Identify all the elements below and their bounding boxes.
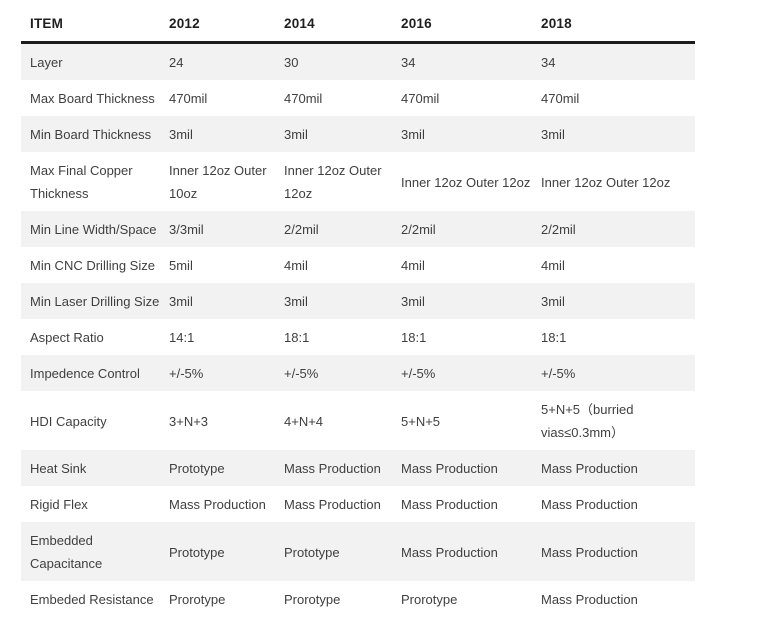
value-cell: Inner 12oz Outer 12oz [401,174,531,190]
value-cell: Prototype [169,461,225,476]
value-cell: 18:1 [284,330,310,345]
item-cell: HDI Capacity [30,413,107,429]
column-header-year: 2016 [398,8,538,44]
value-cell: 18:1 [401,330,427,345]
value-cell: 4+N+4 [284,413,324,429]
value-cell: 2/2mil [284,222,319,237]
item-cell: Embeded Resistance [30,592,154,607]
value-cell: 4mil [541,258,565,273]
table-row: Aspect Ratio 14:1 18:1 18:1 18:1 [21,319,695,355]
item-cell: Min Board Thickness [30,127,152,142]
value-cell: 470mil [401,91,440,106]
value-cell: Mass Production [541,592,638,607]
value-cell: 34 [401,55,416,70]
value-cell: 3mil [284,294,308,309]
table-header: ITEM 2012 2014 2016 2018 [21,8,695,44]
value-cell: 470mil [169,91,208,106]
value-cell: 3/3mil [169,222,204,237]
table-row: Min Board Thickness 3mil 3mil 3mil 3mil [21,116,695,152]
item-cell: Embedded Capacitance [30,533,103,571]
value-cell: 2/2mil [541,222,576,237]
value-cell: 24 [169,55,184,70]
value-cell: 5mil [169,258,193,273]
column-header-year: 2018 [538,8,695,44]
value-cell: 3mil [541,294,565,309]
value-cell: 3mil [169,127,193,142]
table-row: Min Line Width/Space 3/3mil 2/2mil 2/2mil 2/… [21,211,695,247]
value-cell: 34 [541,55,556,70]
value-cell: 3+N+3 [169,413,209,429]
table-row: Max Board Thickness 470mil 470mil 470mil 470… [21,80,695,116]
pcb-capability-table: ITEM 2012 2014 2016 2018 Layer 24 30 34 34 Max Bo… [21,8,695,617]
value-cell: Inner 12oz Outer 12oz [541,174,671,190]
value-cell: 14:1 [169,330,195,345]
value-cell: 3mil [401,294,425,309]
value-cell: Prototype [169,544,225,560]
value-cell: +/-5% [169,366,204,381]
column-header-year: 2014 [281,8,398,44]
value-cell: Mass Production [541,544,638,560]
table-row: Heat Sink Prototype Mass Production Mass Pr… [21,450,695,486]
value-cell: 3mil [284,127,308,142]
value-cell: Mass Production [284,497,381,512]
value-cell: Inner 12oz Outer 10oz [169,163,267,201]
value-cell: Mass Production [401,497,498,512]
value-cell: Prototype [284,544,340,560]
value-cell: Mass Production [284,461,381,476]
table-row: Embeded Resistance Prorotype Prorotype Pror… [21,581,695,617]
table-header-row: ITEM 2012 2014 2016 2018 [21,8,695,44]
value-cell: Mass Production [541,461,638,476]
item-cell: Layer [30,55,63,70]
table-row: HDI Capacity 3+N+3 4+N+4 5+N+5 5+N+5（burried… [21,391,695,450]
value-cell: 18:1 [541,330,567,345]
column-header-item: ITEM [21,8,166,44]
value-cell: 5+N+5（burried vias≤0.3mm） [541,402,634,440]
value-cell: 470mil [284,91,323,106]
item-cell: Max Board Thickness [30,91,155,106]
value-cell: 4mil [401,258,425,273]
table-row: Max Final Copper Thickness Inner 12oz Out… [21,152,695,211]
value-cell: Mass Production [169,497,266,512]
item-cell: Aspect Ratio [30,330,104,345]
value-cell: 2/2mil [401,222,436,237]
value-cell: +/-5% [401,366,436,381]
item-cell: Rigid Flex [30,497,88,512]
value-cell: Mass Production [541,497,638,512]
value-cell: +/-5% [541,366,576,381]
value-cell: 3mil [541,127,565,142]
value-cell: Prorotype [401,592,458,607]
value-cell: Prorotype [169,592,226,607]
value-cell: Inner 12oz Outer 12oz [284,163,382,201]
table-row: Embedded Capacitance Prototype Prototype Ma… [21,522,695,581]
value-cell: 5+N+5 [401,413,441,429]
value-cell: Mass Production [401,461,498,476]
capability-table-page: ITEM 2012 2014 2016 2018 Layer 24 30 34 34 Max Bo… [0,8,768,625]
value-cell: 4mil [284,258,308,273]
item-cell: Impedence Control [30,366,140,381]
item-cell: Max Final Copper Thickness [30,163,133,201]
table-row: Rigid Flex Mass Production Mass Production… [21,486,695,522]
table-body: Layer 24 30 34 34 Max Board Thickness 470mil 47… [21,42,695,617]
value-cell: 3mil [169,294,193,309]
value-cell: 30 [284,55,299,70]
item-cell: Min Laser Drilling Size [30,294,160,309]
column-header-year: 2012 [166,8,281,44]
table-row: Min CNC Drilling Size 5mil 4mil 4mil 4mil [21,247,695,283]
value-cell: Prorotype [284,592,341,607]
table-row: Layer 24 30 34 34 [21,42,695,80]
value-cell: +/-5% [284,366,319,381]
item-cell: Heat Sink [30,461,87,476]
table-row: Impedence Control +/-5% +/-5% +/-5% +/-5% [21,355,695,391]
item-cell: Min CNC Drilling Size [30,258,155,273]
item-cell: Min Line Width/Space [30,222,157,237]
table-row: Min Laser Drilling Size 3mil 3mil 3mil 3mil [21,283,695,319]
value-cell: 470mil [541,91,580,106]
value-cell: Mass Production [401,544,498,560]
value-cell: 3mil [401,127,425,142]
